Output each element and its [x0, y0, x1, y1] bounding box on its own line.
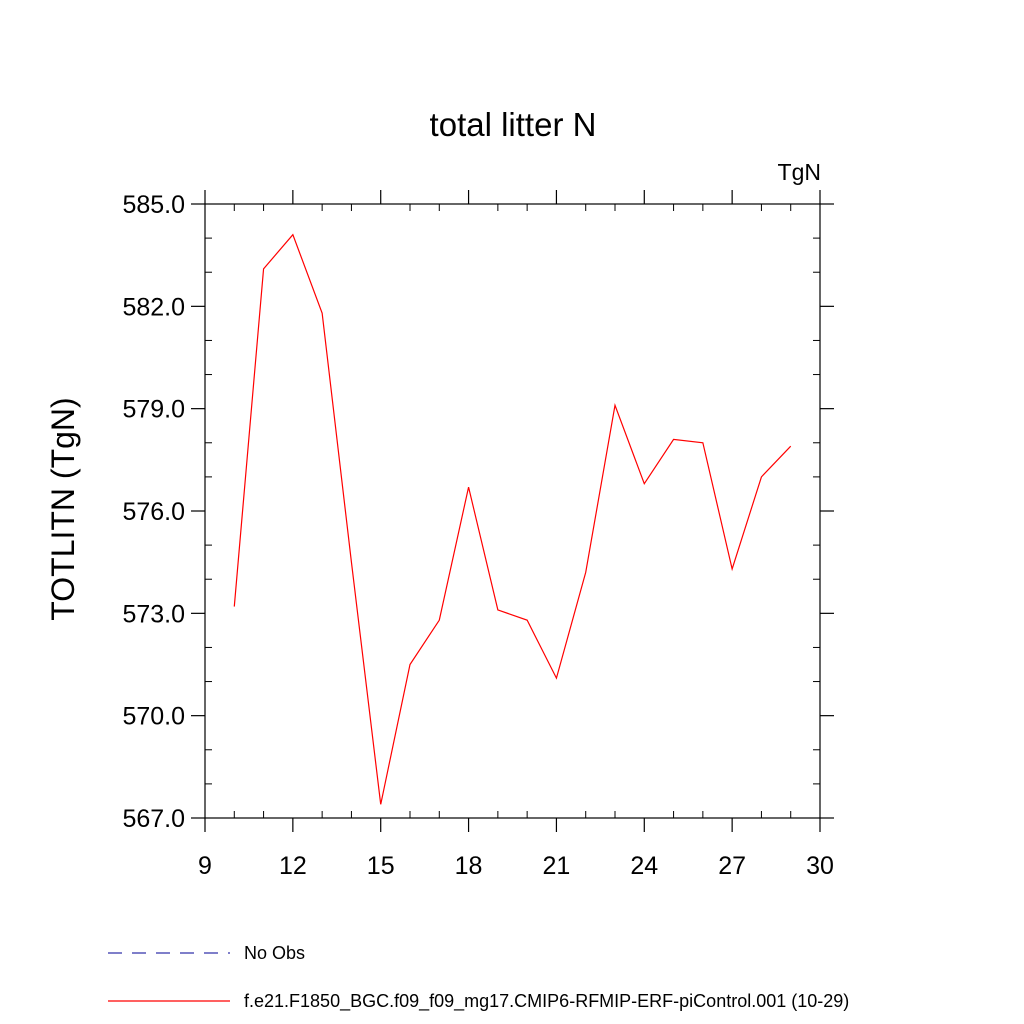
- y-tick-label: 579.0: [122, 396, 185, 424]
- units-label: TgN: [778, 159, 821, 185]
- series-line-0: [233, 233, 792, 805]
- y-tick-label: 582.0: [122, 293, 185, 321]
- x-tick-label: 24: [630, 852, 658, 880]
- chart-title: total litter N: [430, 106, 597, 143]
- legend: No Obs f.e21.F1850_BGC.f09_f09_mg17.CMIP…: [108, 943, 849, 1012]
- y-tick-label: 585.0: [122, 191, 185, 219]
- legend-label-simulation: f.e21.F1850_BGC.f09_f09_mg17.CMIP6-RFMIP…: [244, 991, 849, 1012]
- plot-frame: [204, 203, 821, 819]
- y-tick-label: 567.0: [122, 805, 185, 833]
- y-axis-label: TOTLITN (TgN): [45, 397, 81, 620]
- x-tick-label: 21: [543, 852, 571, 880]
- x-tick-label: 27: [718, 852, 746, 880]
- x-tick-label: 18: [455, 852, 483, 880]
- y-tick-label: 573.0: [122, 600, 185, 628]
- x-tick-label: 30: [806, 852, 834, 880]
- x-tick-label: 9: [198, 852, 212, 880]
- plot-series: [233, 233, 792, 805]
- y-tick-label: 576.0: [122, 498, 185, 526]
- legend-label-no-obs: No Obs: [244, 943, 305, 963]
- x-tick-label: 12: [279, 852, 307, 880]
- y-tick-label: 570.0: [122, 703, 185, 731]
- axis-ticks: 9 12 15 18 21 24 27 30 567.0 570.0 573.0 576.0 579.0…: [122, 190, 834, 880]
- x-tick-label: 15: [367, 852, 395, 880]
